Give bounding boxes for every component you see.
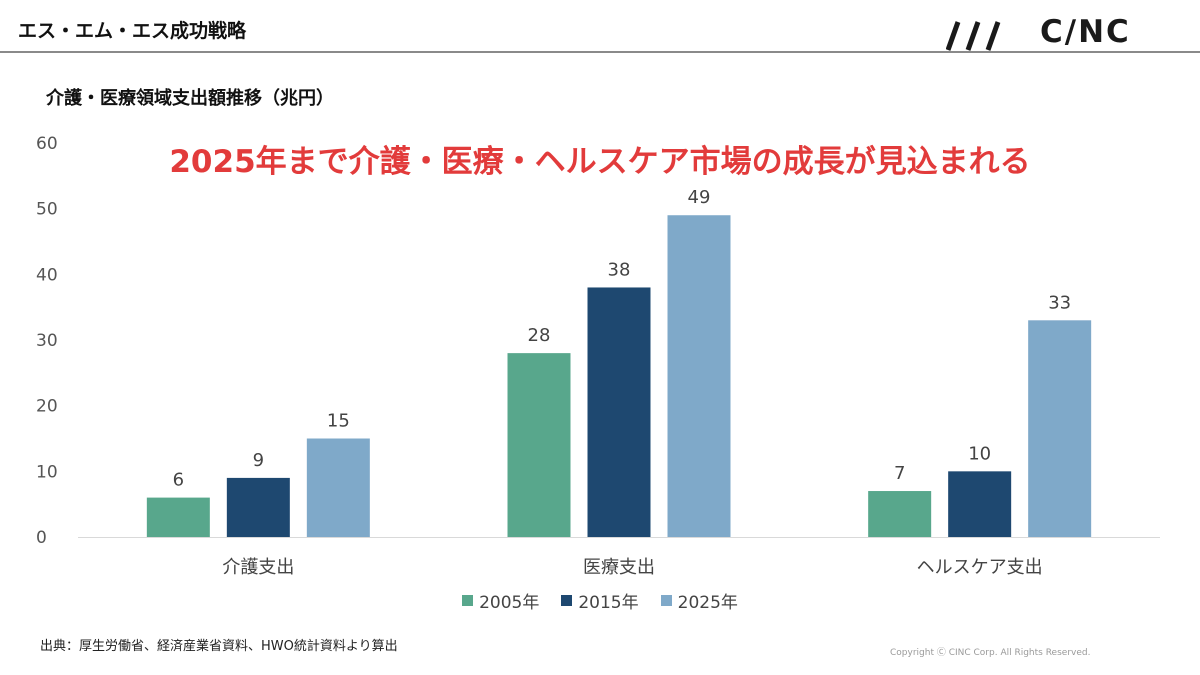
bar (226, 477, 290, 537)
copyright-note: Copyright Ⓒ CINC Corp. All Rights Reserv… (890, 648, 1091, 658)
y-tick-label: 0 (36, 528, 47, 548)
bar (146, 497, 210, 537)
x-tick-label: 医療支出 (583, 557, 655, 578)
chart-legend: 2005年 2015年 2025年 (0, 588, 1200, 613)
logo-slashes-icon (946, 21, 1001, 51)
legend-label: 2025年 (677, 593, 738, 613)
x-tick-label: 介護支出 (222, 557, 294, 578)
legend-item: 2005年 (462, 588, 539, 613)
y-tick-label: 50 (36, 200, 58, 220)
legend-label: 2015年 (578, 593, 639, 613)
data-label: 10 (968, 443, 991, 464)
bar (507, 353, 571, 537)
source-note: 出典：厚生労働省、経済産業省資料、HWO統計資料より算出 (40, 639, 398, 654)
header-divider (0, 51, 1200, 53)
data-label: 38 (608, 259, 631, 280)
legend-label: 2005年 (479, 593, 540, 613)
legend-swatch (561, 595, 573, 606)
bar (667, 215, 731, 537)
bar (868, 491, 932, 537)
data-label: 28 (528, 325, 551, 346)
y-tick-label: 10 (36, 462, 58, 482)
data-label: 6 (173, 470, 184, 491)
y-tick-label: 20 (36, 397, 58, 417)
y-tick-label: 60 (36, 134, 58, 154)
y-tick-label: 40 (36, 265, 58, 285)
bar (948, 471, 1012, 537)
data-label: 9 (253, 450, 264, 471)
data-label: 33 (1048, 292, 1071, 313)
data-label: 49 (688, 187, 711, 208)
page-title: エス・エム・エス成功戦略 (18, 20, 247, 42)
company-logo: C/NC (1040, 14, 1131, 50)
chart-headline: 2025年まで介護・医療・ヘルスケア市場の成長が見込まれる (169, 144, 1031, 180)
legend-swatch (462, 595, 474, 606)
bar (1028, 320, 1092, 537)
bar (587, 287, 651, 537)
bar (306, 438, 370, 537)
chart-subtitle: 介護・医療領域支出額推移（兆円） (46, 88, 334, 109)
legend-swatch (660, 595, 672, 606)
legend-item: 2015年 (561, 588, 639, 613)
x-tick-label: ヘルスケア支出 (917, 557, 1043, 578)
data-label: 7 (894, 463, 905, 484)
legend-item: 2025年 (660, 588, 738, 613)
y-tick-label: 30 (36, 331, 58, 351)
data-label: 15 (327, 411, 350, 432)
